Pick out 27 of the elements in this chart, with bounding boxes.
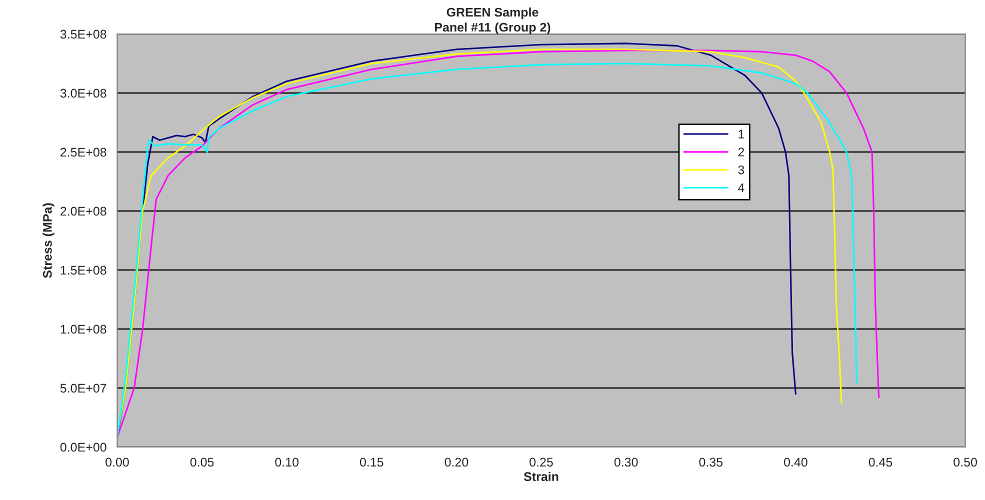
x-tick-label: 0.00	[106, 458, 129, 467]
x-tick-label: 0.20	[444, 458, 468, 467]
chart-subtitle: Panel #11 (Group 2)	[434, 22, 550, 34]
y-tick-label: 3.0E+08	[60, 88, 106, 98]
legend-label: 2	[738, 148, 744, 156]
legend-label: 4	[738, 184, 744, 192]
y-tick-label: 0.0E+00	[60, 442, 106, 452]
x-tick-label: 0.50	[954, 458, 977, 467]
y-tick-label: 2.0E+08	[60, 206, 106, 216]
y-tick-label: 1.5E+08	[60, 266, 106, 275]
legend-label: 3	[738, 165, 744, 174]
y-tick-label: 5.0E+07	[60, 384, 106, 393]
y-tick-label: 3.5E+08	[60, 30, 106, 39]
chart-title: GREEN Sample	[446, 8, 538, 20]
x-tick-label: 0.15	[360, 458, 384, 467]
y-tick-label: 2.5E+08	[60, 148, 106, 157]
x-tick-label: 0.25	[530, 458, 553, 467]
y-axis-title: Stress (MPa)	[42, 203, 54, 278]
x-tick-label: 0.05	[190, 458, 214, 467]
legend-label: 1	[738, 130, 744, 138]
x-tick-label: 0.10	[275, 458, 299, 467]
x-tick-label: 0.40	[784, 458, 808, 467]
x-axis-title: Strain	[524, 472, 558, 482]
x-tick-label: 0.45	[868, 458, 892, 467]
x-tick-label: 0.35	[699, 458, 723, 467]
y-tick-label: 1.0E+08	[60, 324, 106, 334]
x-tick-label: 0.30	[614, 458, 638, 467]
